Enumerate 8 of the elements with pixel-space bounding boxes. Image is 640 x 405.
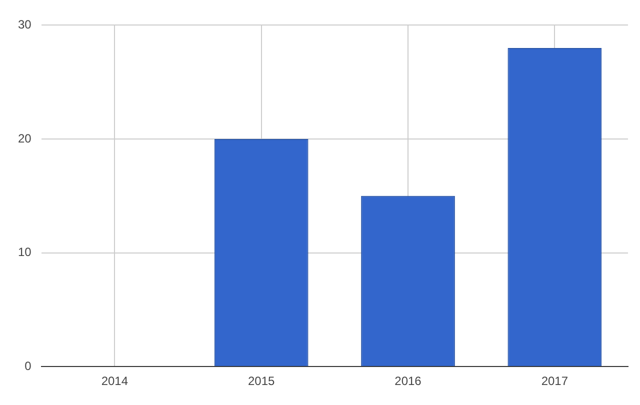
- y-tick-label: 20: [18, 131, 32, 146]
- x-tick-label: 2017: [541, 374, 568, 388]
- y-tick-label: 10: [18, 245, 32, 260]
- y-tick-label: 30: [18, 18, 32, 32]
- x-tick-label: 2014: [101, 374, 128, 388]
- y-tick-label: 0: [24, 358, 32, 373]
- x-tick-label: 2016: [394, 374, 422, 388]
- x-tick-label: 2015: [248, 374, 276, 388]
